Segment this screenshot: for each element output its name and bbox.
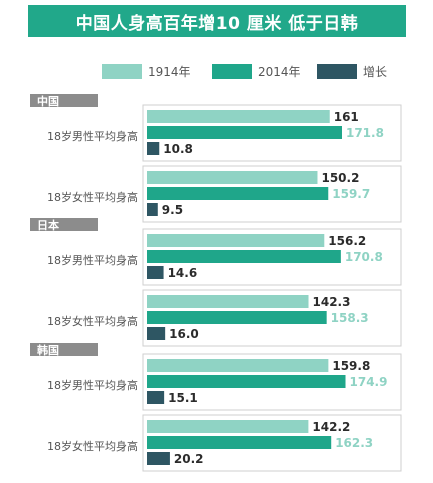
bar-1914-1-1: [147, 295, 309, 308]
bar-growth-2-1: [147, 452, 170, 465]
data-label-2014-1-0: 170.8: [345, 250, 383, 264]
legend-swatch-growth: [317, 63, 357, 79]
chart-legend: 1914年 2014年 增长: [0, 61, 433, 81]
bar-growth-1-1: [147, 327, 166, 340]
legend-item-growth: 增长: [317, 61, 387, 81]
group-frame-2-0: [142, 353, 402, 411]
group-frame-1-1: [142, 289, 402, 347]
group-frame-0-1: [142, 165, 402, 223]
bar-1914-0-1: [147, 171, 318, 184]
bar-2014-2-1: [147, 436, 332, 449]
bar-2014-0-1: [147, 187, 329, 200]
section-tag-bg-1: [30, 218, 98, 231]
data-label-growth-1-0: 14.6: [168, 266, 198, 280]
data-label-2014-2-0: 174.9: [350, 375, 388, 389]
data-label-growth-2-0: 15.1: [168, 391, 198, 405]
bar-1914-2-1: [147, 420, 309, 433]
bar-growth-2-0: [147, 391, 165, 404]
data-label-1914-1-0: 156.2: [328, 234, 366, 248]
data-label-1914-0-0: 161: [334, 110, 359, 124]
section-tag-2: 韩国: [37, 343, 59, 357]
data-label-growth-0-0: 10.8: [163, 142, 193, 156]
data-label-1914-0-1: 150.2: [321, 171, 359, 185]
data-label-2014-2-1: 162.3: [335, 436, 373, 450]
section-tag-1: 日本: [37, 218, 59, 232]
data-label-2014-1-1: 158.3: [331, 311, 369, 325]
bar-growth-0-1: [147, 203, 158, 216]
bar-1914-2-0: [147, 359, 329, 372]
legend-label-2014: 2014年: [258, 64, 301, 79]
section-tag-0: 中国: [37, 94, 59, 108]
data-label-growth-0-1: 9.5: [162, 203, 183, 217]
legend-swatch-2014: [212, 63, 252, 79]
chart-title: 中国人身高百年增10 厘米 低于日韩: [28, 5, 406, 37]
bar-1914-1-0: [147, 234, 325, 247]
group-label-1-1: 18岁女性平均身高: [47, 314, 138, 328]
data-label-2014-0-0: 171.8: [346, 126, 384, 140]
data-label-1914-1-1: 142.3: [313, 295, 351, 309]
data-label-growth-1-1: 16.0: [169, 327, 199, 341]
bar-growth-0-0: [147, 142, 160, 155]
legend-swatch-1914: [102, 63, 142, 79]
data-label-growth-2-1: 20.2: [174, 452, 204, 466]
data-label-1914-2-1: 142.2: [312, 420, 350, 434]
group-label-0-0: 18岁男性平均身高: [47, 129, 138, 143]
bar-growth-1-0: [147, 266, 164, 279]
legend-item-1914: 1914年: [102, 61, 191, 81]
group-label-2-1: 18岁女性平均身高: [47, 439, 138, 453]
bar-2014-0-0: [147, 126, 342, 139]
group-label-1-0: 18岁男性平均身高: [47, 253, 138, 267]
legend-label-1914: 1914年: [148, 64, 191, 79]
data-label-2014-0-1: 159.7: [332, 187, 370, 201]
legend-label-growth: 增长: [363, 64, 388, 79]
bar-2014-1-1: [147, 311, 327, 324]
group-label-2-0: 18岁男性平均身高: [47, 378, 138, 392]
section-tag-bg-2: [30, 343, 98, 356]
group-frame-0-0: [142, 104, 402, 162]
bar-2014-2-0: [147, 375, 346, 388]
section-tag-bg-0: [30, 94, 98, 107]
group-label-0-1: 18岁女性平均身高: [47, 190, 138, 204]
bar-1914-0-0: [147, 110, 330, 123]
bar-2014-1-0: [147, 250, 341, 263]
data-label-1914-2-0: 159.8: [332, 359, 370, 373]
legend-item-2014: 2014年: [212, 61, 301, 81]
group-frame-2-1: [142, 414, 402, 472]
group-frame-1-0: [142, 228, 402, 286]
